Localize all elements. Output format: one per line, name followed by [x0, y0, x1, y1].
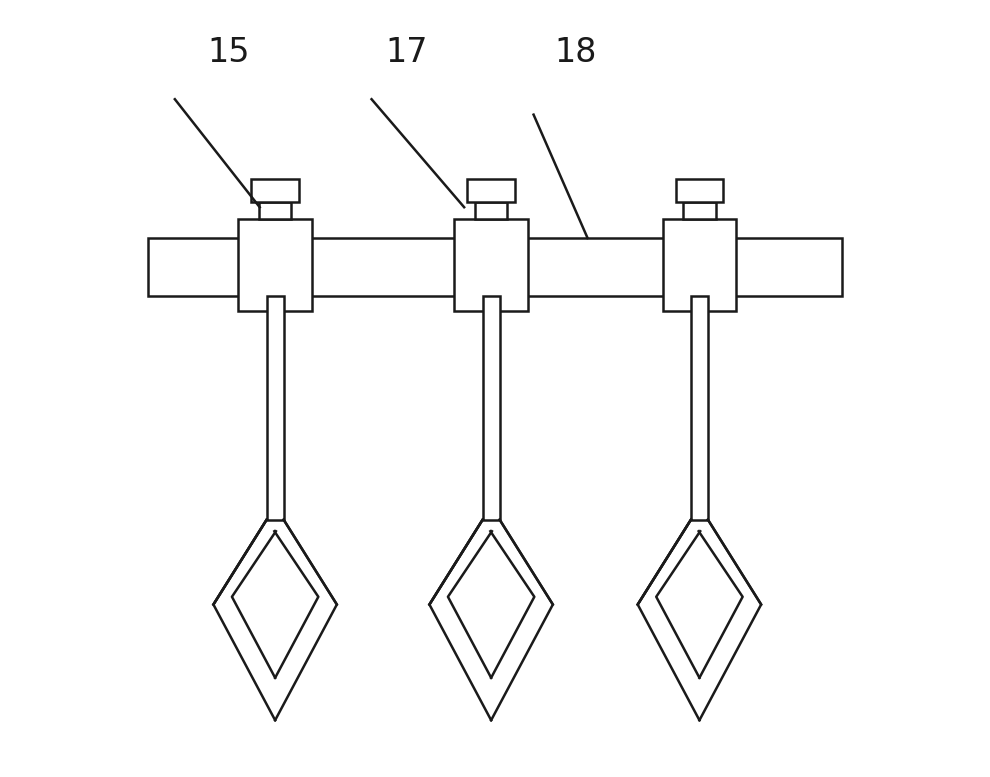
Bar [259, 202, 291, 219]
Bar [683, 202, 716, 219]
Bar [266, 296, 283, 520]
Bar [467, 179, 515, 202]
Bar [483, 296, 500, 520]
Bar [251, 179, 299, 202]
Text: 15: 15 [208, 37, 250, 69]
Bar [691, 296, 708, 520]
Bar [148, 238, 842, 296]
Bar [475, 202, 507, 219]
Bar [675, 179, 724, 202]
Text: 18: 18 [554, 37, 597, 69]
Bar [662, 219, 737, 312]
Bar [239, 219, 312, 312]
Bar [454, 219, 528, 312]
Text: 17: 17 [385, 37, 428, 69]
